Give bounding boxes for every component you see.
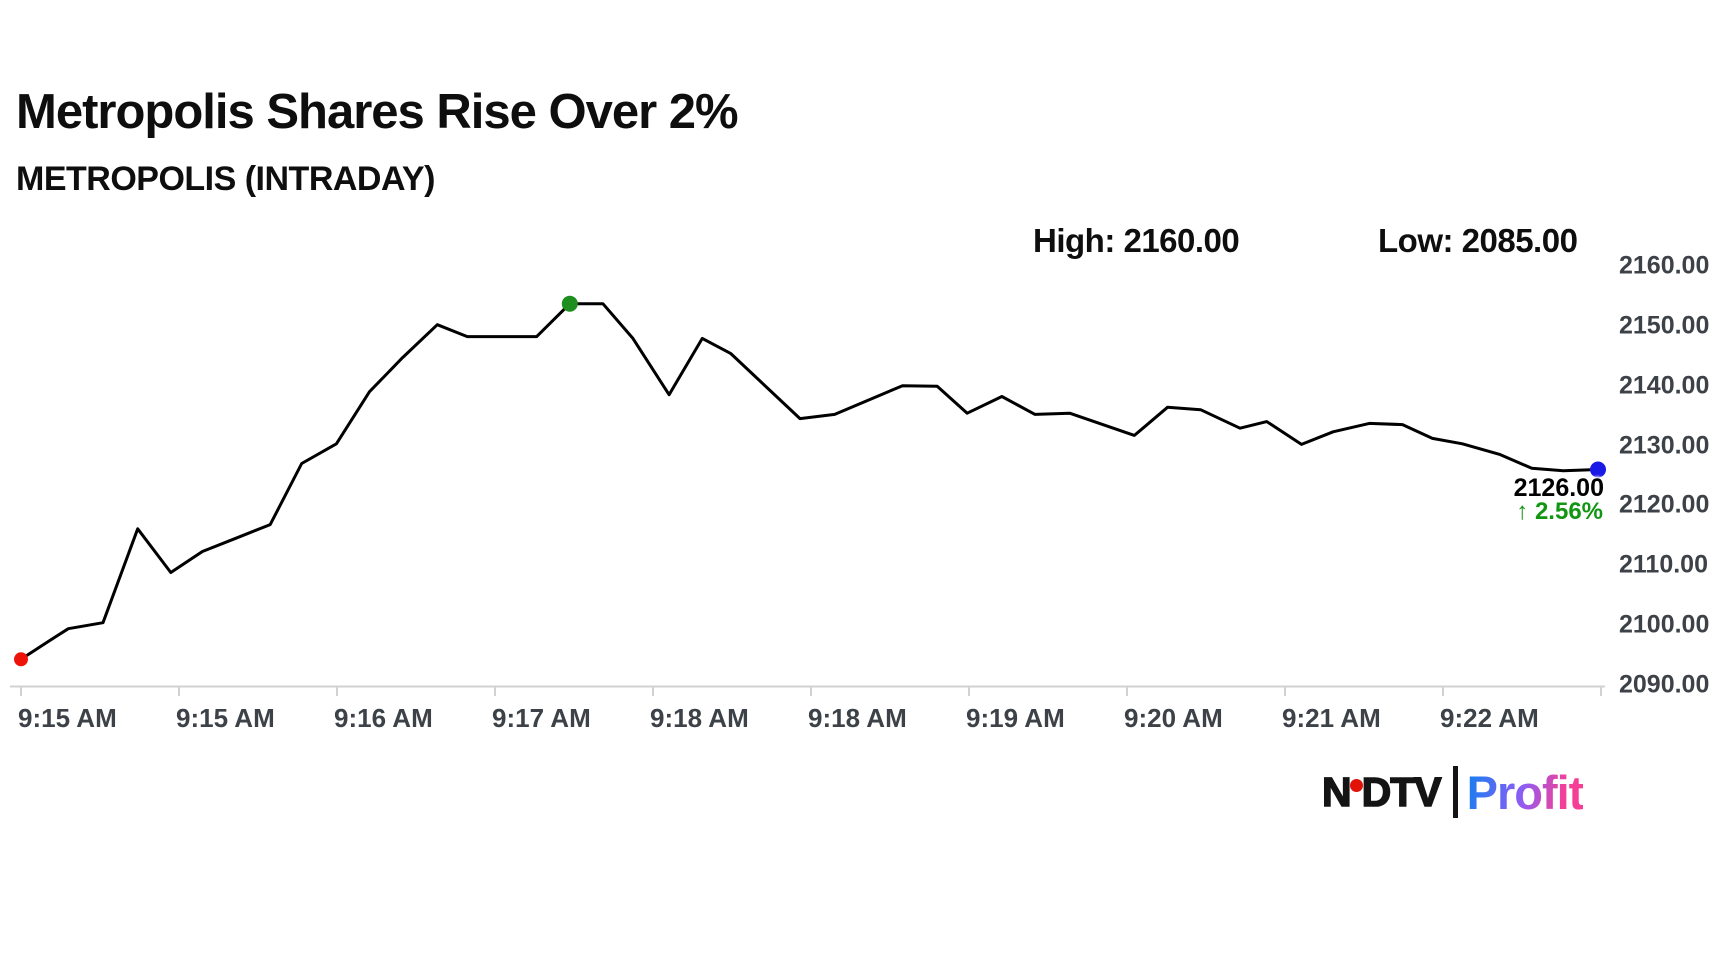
y-axis-label: 2140.00 [1619,371,1710,400]
y-axis-label: 2100.00 [1619,610,1710,639]
logo-divider [1452,766,1458,818]
x-axis-label: 9:19 AM [966,703,1065,733]
high-marker [561,295,578,312]
x-axis-label: 9:21 AM [1282,703,1381,733]
y-axis-label: 2120.00 [1619,490,1710,519]
x-axis-label: 9:18 AM [808,703,907,733]
x-axis-label: 9:20 AM [1124,703,1223,733]
x-axis-label: 9:18 AM [650,703,749,733]
ndtv-wordmark: N DTV [1321,768,1443,816]
x-axis-label: 9:17 AM [492,703,591,733]
chart-subtitle: METROPOLIS (INTRADAY) [16,160,435,198]
ndtv-profit-logo: N DTV Profit [1321,762,1585,822]
y-axis-label: 2110.00 [1619,550,1708,579]
x-axis-label: 9:22 AM [1440,703,1539,733]
x-axis-label: 9:15 AM [176,703,275,733]
low-value-label: Low: 2085.00 [1378,222,1578,259]
ndtv-letters-dtv: DTV [1361,768,1443,816]
y-axis-label: 2130.00 [1619,431,1710,460]
y-axis-label: 2090.00 [1619,670,1710,699]
y-axis-label: 2150.00 [1619,311,1710,340]
price-line [19,302,1600,661]
start-marker [14,652,28,667]
x-axis-label: 9:16 AM [334,703,433,733]
high-value-label: High: 2160.00 [1033,222,1240,259]
ndtv-letter-n: N [1321,768,1352,816]
x-axis-label: 9:15 AM [18,703,117,733]
y-axis-label: 2160.00 [1619,251,1710,280]
page-title: Metropolis Shares Rise Over 2% [16,85,739,139]
current-price-label: 2126.00 [1513,474,1604,502]
profit-wordmark: Profit [1466,765,1585,819]
price-change-label: ↑ 2.56% [1516,498,1603,525]
ndtv-red-dot-icon [1349,778,1363,792]
current-marker [1590,461,1606,478]
